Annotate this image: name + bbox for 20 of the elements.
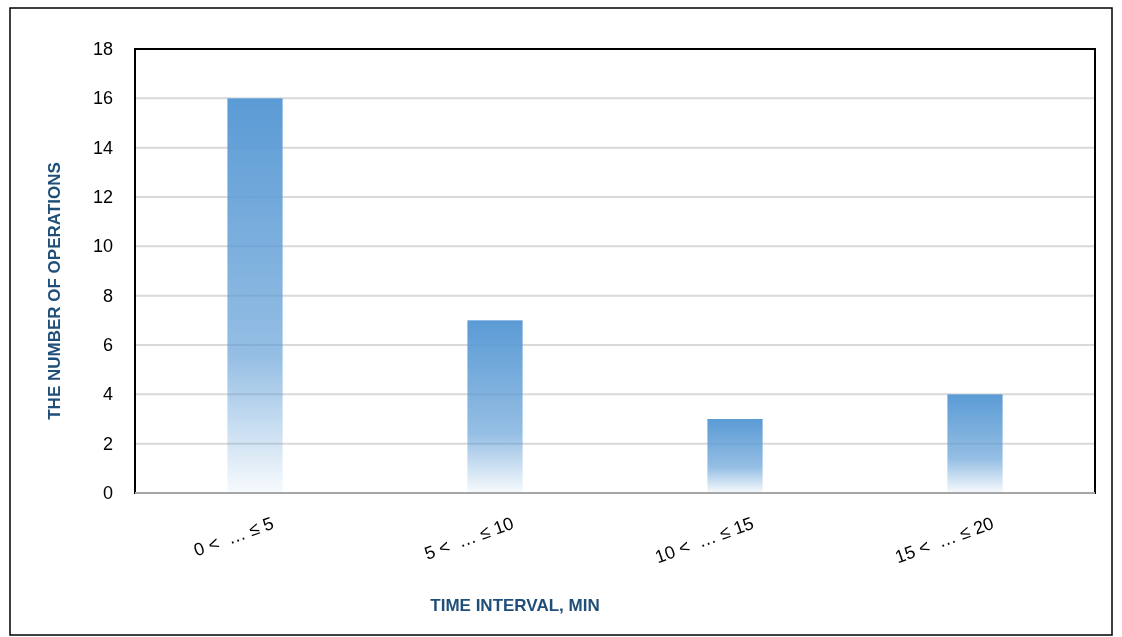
y-tick-label: 16	[92, 88, 113, 109]
bar	[467, 320, 523, 493]
y-tick-label: 4	[102, 384, 113, 405]
y-tick-label: 0	[102, 483, 113, 503]
y-axis-title: THE NUMBER OF OPERATIONS	[45, 162, 64, 420]
y-tick-label: 18	[92, 39, 113, 59]
bar	[707, 419, 763, 493]
x-tick-label: 15 < … ≤ 20	[892, 512, 997, 568]
bar	[947, 394, 1003, 493]
y-tick-label: 2	[102, 433, 113, 454]
y-tick-label: 14	[92, 137, 113, 158]
y-tick-label: 10	[92, 236, 113, 257]
bar	[227, 98, 283, 493]
x-tick-label: 10 < … ≤ 15	[652, 512, 757, 568]
x-tick-label: 5 < … ≤ 10	[421, 512, 517, 564]
y-tick-label: 8	[102, 285, 113, 306]
y-tick-label: 12	[92, 187, 113, 207]
y-tick-label: 6	[102, 335, 113, 355]
x-axis-title: TIME INTERVAL, MIN	[430, 596, 600, 615]
x-tick-label: 0 < … ≤ 5	[191, 512, 277, 561]
